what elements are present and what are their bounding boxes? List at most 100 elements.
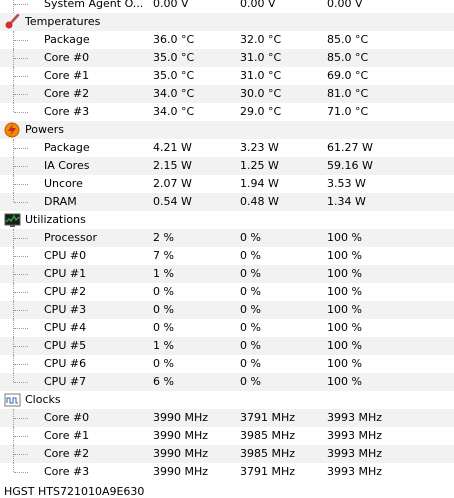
sensor-value: 36.0 °C	[153, 33, 195, 46]
sensor-row[interactable]: Core #0 3990 MHz 3791 MHz 3993 MHz	[0, 409, 454, 427]
sensor-label: Core #1	[44, 429, 90, 442]
monitor-graph-icon	[4, 212, 21, 228]
sensor-value: 34.0 °C	[153, 87, 195, 100]
sensor-row[interactable]: Core #1 3990 MHz 3985 MHz 3993 MHz	[0, 427, 454, 445]
sensor-row[interactable]: CPU #3 0 % 0 % 100 %	[0, 301, 454, 319]
sensor-min: 31.0 °C	[240, 51, 282, 64]
sensor-min: 0 %	[240, 303, 261, 316]
sensor-value: 3990 MHz	[153, 465, 209, 478]
sensor-max: 100 %	[327, 321, 362, 334]
sensor-row[interactable]: DRAM 0.54 W 0.48 W 1.34 W	[0, 193, 454, 211]
sensor-max: 3993 MHz	[327, 465, 383, 478]
sensor-row[interactable]: IA Cores 2.15 W 1.25 W 59.16 W	[0, 157, 454, 175]
sensor-row[interactable]: CPU #5 1 % 0 % 100 %	[0, 337, 454, 355]
lightning-icon	[4, 122, 21, 138]
sensor-value: 0 %	[153, 303, 174, 316]
sensor-row[interactable]: CPU #4 0 % 0 % 100 %	[0, 319, 454, 337]
sensor-label: Processor	[44, 231, 97, 244]
sensor-row[interactable]: CPU #6 0 % 0 % 100 %	[0, 355, 454, 373]
sensor-row[interactable]: Core #2 34.0 °C 30.0 °C 81.0 °C	[0, 85, 454, 103]
next-device-header[interactable]: HGST HTS721010A9E630	[4, 485, 145, 498]
sensor-min: 0 %	[240, 231, 261, 244]
sensor-value: 4.21 W	[153, 141, 192, 154]
sensor-max: 81.0 °C	[327, 87, 369, 100]
sensor-min: 3791 MHz	[240, 465, 296, 478]
sensor-max: 3.53 W	[327, 177, 366, 190]
sensor-max: 100 %	[327, 231, 362, 244]
sensor-value: 35.0 °C	[153, 51, 195, 64]
sensor-value: 2 %	[153, 231, 174, 244]
sensor-row[interactable]: Core #0 35.0 °C 31.0 °C 85.0 °C	[0, 49, 454, 67]
sensor-label: CPU #0	[44, 249, 87, 262]
sensor-value: 0.54 W	[153, 195, 192, 208]
sensor-max: 85.0 °C	[327, 51, 369, 64]
sensor-value: 34.0 °C	[153, 105, 195, 118]
sensor-label: CPU #3	[44, 303, 87, 316]
sensor-min: 3985 MHz	[240, 429, 296, 442]
sensor-label: Package	[44, 33, 90, 46]
group-title: Utilizations	[25, 213, 86, 226]
sensor-max: 85.0 °C	[327, 33, 369, 46]
group-header-temperatures[interactable]: Temperatures	[0, 13, 454, 31]
sensor-min: 1.25 W	[240, 159, 279, 172]
sensor-tree[interactable]: System Agent O... 0.00 V 0.00 V 0.00 V T…	[0, 0, 454, 481]
sensor-label: Package	[44, 141, 90, 154]
sensor-min: 0 %	[240, 339, 261, 352]
sensor-value: 0.00 V	[153, 0, 189, 10]
sensor-max: 1.34 W	[327, 195, 366, 208]
group-title: Powers	[25, 123, 64, 136]
sensor-label: DRAM	[44, 195, 77, 208]
sensor-label: CPU #2	[44, 285, 87, 298]
sensor-label: Core #2	[44, 447, 90, 460]
sensor-value: 2.15 W	[153, 159, 192, 172]
sensor-value: 3990 MHz	[153, 447, 209, 460]
sensor-label: Core #3	[44, 465, 90, 478]
group-title: Temperatures	[25, 15, 101, 28]
sensor-label: Core #1	[44, 69, 90, 82]
sensor-row[interactable]: Core #3 3990 MHz 3791 MHz 3993 MHz	[0, 463, 454, 481]
group-header-clocks[interactable]: Clocks	[0, 391, 454, 409]
group-title: Clocks	[25, 393, 61, 406]
sensor-label: CPU #4	[44, 321, 87, 334]
sensor-max: 3993 MHz	[327, 447, 383, 460]
sensor-max: 100 %	[327, 303, 362, 316]
sensor-min: 1.94 W	[240, 177, 279, 190]
sensor-row[interactable]: CPU #2 0 % 0 % 100 %	[0, 283, 454, 301]
sensor-label: Core #0	[44, 411, 90, 424]
sensor-max: 100 %	[327, 267, 362, 280]
sensor-row[interactable]: Package 36.0 °C 32.0 °C 85.0 °C	[0, 31, 454, 49]
sensor-row[interactable]: Core #3 34.0 °C 29.0 °C 71.0 °C	[0, 103, 454, 121]
group-header-utilizations[interactable]: Utilizations	[0, 211, 454, 229]
sensor-min: 30.0 °C	[240, 87, 282, 100]
tree-guide-line	[13, 0, 14, 13]
sensor-row[interactable]: CPU #1 1 % 0 % 100 %	[0, 265, 454, 283]
sensor-row[interactable]: CPU #0 7 % 0 % 100 %	[0, 247, 454, 265]
sensor-min: 29.0 °C	[240, 105, 282, 118]
sensor-row[interactable]: Processor 2 % 0 % 100 %	[0, 229, 454, 247]
sensor-row[interactable]: Uncore 2.07 W 1.94 W 3.53 W	[0, 175, 454, 193]
sensor-max: 71.0 °C	[327, 105, 369, 118]
sensor-row[interactable]: CPU #7 6 % 0 % 100 %	[0, 373, 454, 391]
sensor-max: 100 %	[327, 357, 362, 370]
sensor-label: CPU #1	[44, 267, 87, 280]
sensor-label: Uncore	[44, 177, 83, 190]
sensor-label: System Agent O...	[44, 0, 144, 10]
sensor-max: 100 %	[327, 339, 362, 352]
sensor-max: 3993 MHz	[327, 411, 383, 424]
sensor-label: CPU #6	[44, 357, 87, 370]
sensor-value: 7 %	[153, 249, 174, 262]
sensor-min: 3.23 W	[240, 141, 279, 154]
sensor-value: 0 %	[153, 321, 174, 334]
sensor-label: Core #0	[44, 51, 90, 64]
sensor-value: 6 %	[153, 375, 174, 388]
sensor-row[interactable]: Package 4.21 W 3.23 W 61.27 W	[0, 139, 454, 157]
sensor-label: Core #3	[44, 105, 90, 118]
sensor-row[interactable]: Core #1 35.0 °C 31.0 °C 69.0 °C	[0, 67, 454, 85]
group-header-powers[interactable]: Powers	[0, 121, 454, 139]
sensor-max: 100 %	[327, 249, 362, 262]
sensor-row-system-agent-offset[interactable]: System Agent O... 0.00 V 0.00 V 0.00 V	[0, 0, 454, 13]
sensor-label: IA Cores	[44, 159, 90, 172]
sensor-row[interactable]: Core #2 3990 MHz 3985 MHz 3993 MHz	[0, 445, 454, 463]
sensor-min: 3791 MHz	[240, 411, 296, 424]
sensor-min: 31.0 °C	[240, 69, 282, 82]
